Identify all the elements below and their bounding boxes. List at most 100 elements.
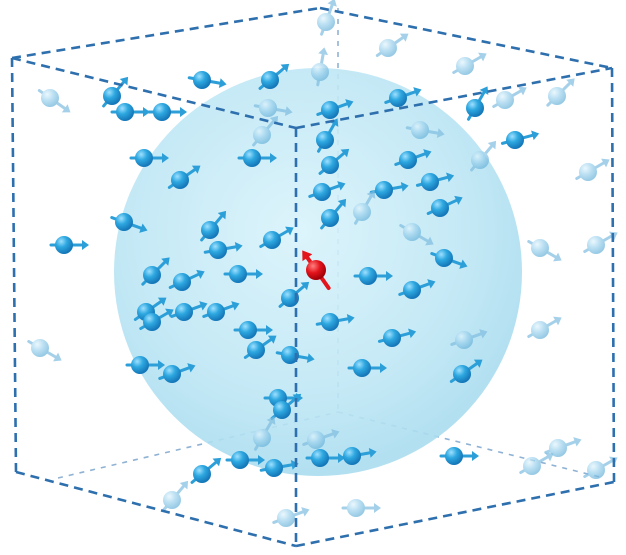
spin-arrowhead bbox=[487, 140, 497, 150]
spin bbox=[320, 198, 347, 230]
spin-ball bbox=[273, 401, 291, 419]
spin bbox=[139, 308, 174, 331]
spin-arrowhead bbox=[266, 416, 276, 425]
spin-ball bbox=[383, 329, 401, 347]
spin bbox=[353, 190, 376, 225]
cube-edge-top-front-right bbox=[295, 66, 613, 130]
cube-edge-back-bottom-left bbox=[57, 411, 339, 479]
spin-arrowhead bbox=[573, 437, 582, 447]
spin bbox=[347, 359, 387, 377]
spin-ball bbox=[311, 449, 329, 467]
spin bbox=[223, 265, 263, 283]
spin-ball bbox=[135, 149, 153, 167]
spin bbox=[302, 429, 340, 449]
spin-ball bbox=[163, 491, 181, 509]
spin bbox=[316, 118, 339, 153]
spin-ball bbox=[41, 89, 59, 107]
spin-arrowhead bbox=[119, 76, 129, 86]
spin-arrowhead bbox=[329, 118, 339, 127]
spin-ball bbox=[171, 171, 189, 189]
spin bbox=[275, 346, 315, 364]
spin-ball bbox=[311, 63, 329, 81]
spin-ball bbox=[131, 356, 149, 374]
spin-ball bbox=[193, 465, 211, 483]
spin-arrowhead bbox=[400, 181, 409, 192]
spin bbox=[252, 115, 279, 147]
cube-edge-top-back-left bbox=[11, 6, 321, 60]
spin-ball bbox=[263, 231, 281, 249]
spin bbox=[200, 210, 227, 242]
spin-arrowhead bbox=[566, 78, 575, 87]
spin-ball bbox=[466, 99, 484, 117]
spin-arrowhead bbox=[454, 195, 463, 205]
spin-ball bbox=[201, 221, 219, 239]
spin-ball bbox=[103, 87, 121, 105]
spin-arrowhead bbox=[285, 226, 294, 236]
spin-arrowhead bbox=[270, 153, 277, 163]
spin-ball bbox=[313, 183, 331, 201]
spin-ball bbox=[143, 313, 161, 331]
spin bbox=[583, 456, 618, 479]
spin-ball bbox=[343, 447, 361, 465]
central-spin-arrowhead bbox=[302, 250, 313, 262]
spin-arrowhead bbox=[337, 198, 347, 208]
spin bbox=[225, 451, 265, 469]
spin-arrowhead bbox=[217, 210, 227, 220]
spin-arrowhead bbox=[306, 353, 315, 364]
spin-arrowhead bbox=[179, 480, 189, 490]
spin-ball bbox=[353, 203, 371, 221]
spin-ball bbox=[431, 199, 449, 217]
spin-ball bbox=[253, 126, 271, 144]
spin-ball bbox=[359, 267, 377, 285]
spin bbox=[544, 437, 582, 457]
spin bbox=[546, 78, 575, 107]
spin-arrowhead bbox=[187, 363, 196, 373]
spin-arrowhead bbox=[284, 106, 293, 117]
spin bbox=[315, 313, 355, 331]
spin bbox=[253, 416, 276, 451]
spin-ball bbox=[523, 457, 541, 475]
spin-arrowhead bbox=[473, 359, 483, 368]
spin-arrowhead bbox=[518, 86, 527, 96]
spin-arrowhead bbox=[199, 301, 208, 311]
spin-arrowhead bbox=[180, 107, 187, 117]
spin-arrowhead bbox=[408, 328, 417, 339]
spin-arrowhead bbox=[425, 236, 434, 246]
spin-ball bbox=[587, 236, 605, 254]
spin bbox=[147, 103, 187, 121]
spin bbox=[37, 89, 71, 113]
spin-arrowhead bbox=[340, 148, 350, 158]
spin-arrowhead bbox=[553, 316, 562, 326]
spin-ball bbox=[531, 321, 549, 339]
spin-arrowhead bbox=[218, 78, 227, 89]
spin-arrowhead bbox=[601, 158, 610, 168]
spin-arrowhead bbox=[143, 107, 150, 117]
spin bbox=[353, 267, 393, 285]
spin bbox=[399, 223, 434, 246]
spin-arrowhead bbox=[301, 507, 310, 517]
spin-ball bbox=[317, 13, 335, 31]
spin bbox=[450, 329, 488, 349]
spin-ball bbox=[277, 509, 295, 527]
spin bbox=[129, 149, 169, 167]
spin-arrowhead bbox=[553, 252, 562, 262]
spin bbox=[439, 447, 479, 465]
spin-arrowhead bbox=[374, 503, 381, 513]
spin-ball bbox=[471, 151, 489, 169]
spin bbox=[187, 71, 227, 89]
spin bbox=[49, 236, 89, 254]
spin-ball bbox=[379, 39, 397, 57]
cube-edge-right-vertical bbox=[610, 67, 616, 483]
spin-ball bbox=[321, 313, 339, 331]
cube-edge-top-front-left bbox=[11, 56, 297, 130]
spin-arrowhead bbox=[479, 329, 488, 339]
spin bbox=[243, 335, 277, 359]
spin-ball bbox=[247, 341, 265, 359]
spin-ball bbox=[231, 451, 249, 469]
spin bbox=[158, 363, 196, 383]
spin-ball bbox=[506, 131, 524, 149]
spin-arrowhead bbox=[366, 190, 376, 199]
spin-arrowhead bbox=[256, 269, 263, 279]
spin-ball bbox=[31, 339, 49, 357]
spin bbox=[110, 103, 150, 121]
